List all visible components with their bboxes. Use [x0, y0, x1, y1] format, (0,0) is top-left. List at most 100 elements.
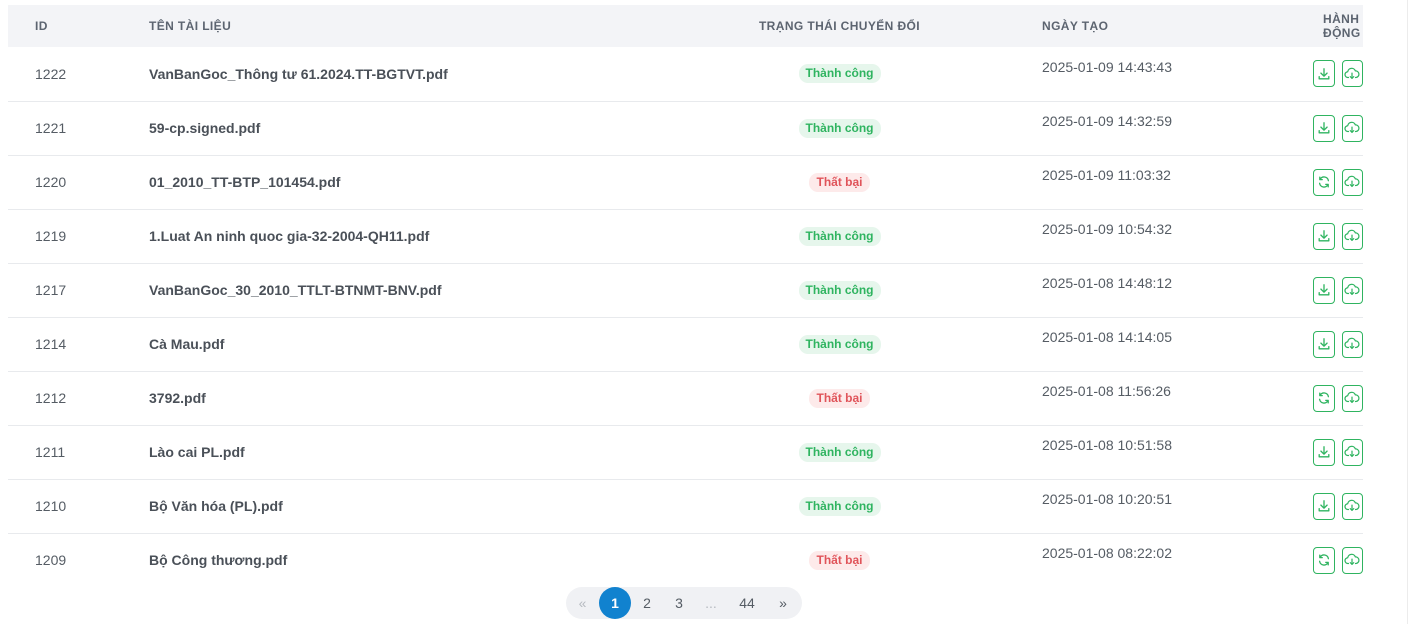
pagination-page-last[interactable]: 44 [739, 595, 755, 611]
status-badge: Thành công [798, 64, 881, 84]
created-date: 2025-01-08 10:51:58 [1042, 437, 1172, 453]
download-button[interactable] [1313, 438, 1335, 466]
document-id: 1220 [35, 174, 67, 190]
action-group [1313, 384, 1363, 412]
action-group [1313, 438, 1363, 466]
cell-date: 2025-01-09 14:43:43 [1042, 47, 1313, 101]
document-name: 59-cp.signed.pdf [149, 120, 261, 136]
download-icon [1317, 283, 1331, 297]
document-table: ID TÊN TÀI LIỆU TRẠNG THÁI CHUYỂN ĐỔI NG… [8, 5, 1363, 587]
download-button[interactable] [1313, 276, 1335, 304]
cell-date: 2025-01-08 11:56:26 [1042, 371, 1313, 425]
retry-button[interactable] [1313, 168, 1335, 196]
document-name: Bộ Văn hóa (PL).pdf [149, 498, 283, 514]
pagination-prev[interactable]: « [578, 595, 587, 611]
table-body: 1222 VanBanGoc_Thông tư 61.2024.TT-BGTVT.… [8, 47, 1363, 587]
download-icon [1317, 121, 1331, 135]
header-status: TRẠNG THÁI CHUYỂN ĐỔI [758, 19, 921, 33]
table-row: 1222 VanBanGoc_Thông tư 61.2024.TT-BGTVT.… [8, 47, 1363, 101]
cloud-download-icon [1344, 229, 1360, 243]
cell-name: 59-cp.signed.pdf [149, 101, 717, 155]
pagination-page-2[interactable]: 2 [643, 595, 651, 611]
cell-status: Thất bại [717, 371, 1042, 425]
download-button[interactable] [1313, 114, 1335, 142]
cell-status: Thành công [717, 47, 1042, 101]
pagination: « 1 2 3 ... 44 » [566, 587, 802, 619]
cell-date: 2025-01-09 11:03:32 [1042, 155, 1313, 209]
cloud-download-button[interactable] [1341, 438, 1363, 466]
cloud-download-icon [1344, 391, 1360, 405]
download-button[interactable] [1313, 492, 1335, 520]
cloud-download-button[interactable] [1341, 330, 1363, 358]
cloud-download-icon [1344, 499, 1360, 513]
cloud-download-button[interactable] [1341, 114, 1363, 142]
retry-button[interactable] [1313, 384, 1335, 412]
created-date: 2025-01-08 10:20:51 [1042, 491, 1172, 507]
pagination-page-1[interactable]: 1 [599, 587, 631, 619]
cloud-download-icon [1344, 553, 1360, 567]
cell-date: 2025-01-08 10:20:51 [1042, 479, 1313, 533]
created-date: 2025-01-09 14:43:43 [1042, 58, 1172, 75]
retry-button[interactable] [1313, 546, 1335, 574]
cell-id: 1221 [8, 101, 149, 155]
cloud-download-icon [1344, 175, 1360, 189]
document-id: 1210 [35, 498, 67, 514]
cell-date: 2025-01-08 08:22:02 [1042, 533, 1313, 587]
cell-name: Bộ Công thương.pdf [149, 533, 717, 587]
cell-id: 1217 [8, 263, 149, 317]
cell-actions [1313, 371, 1363, 425]
cell-id: 1214 [8, 317, 149, 371]
cell-name: Bộ Văn hóa (PL).pdf [149, 479, 717, 533]
action-group [1313, 114, 1363, 142]
cell-status: Thành công [717, 479, 1042, 533]
status-badge: Thành công [798, 280, 881, 300]
cloud-download-button[interactable] [1341, 60, 1363, 88]
table-header-row: ID TÊN TÀI LIỆU TRẠNG THÁI CHUYỂN ĐỔI NG… [8, 5, 1363, 47]
download-button[interactable] [1313, 222, 1335, 250]
created-date: 2025-01-08 14:14:05 [1042, 329, 1172, 345]
created-date: 2025-01-08 08:22:02 [1042, 545, 1172, 562]
document-id: 1214 [35, 336, 67, 352]
cloud-download-icon [1344, 337, 1360, 351]
cloud-download-button[interactable] [1341, 222, 1363, 250]
download-button[interactable] [1313, 330, 1335, 358]
created-date: 2025-01-08 14:48:12 [1042, 275, 1172, 291]
retry-icon [1317, 391, 1331, 405]
pagination-ellipsis: ... [705, 595, 717, 611]
document-id: 1222 [35, 65, 67, 82]
cloud-download-icon [1344, 121, 1360, 135]
created-date: 2025-01-08 11:56:26 [1042, 383, 1171, 399]
cell-id: 1222 [8, 47, 149, 101]
cell-status: Thành công [717, 101, 1042, 155]
download-button[interactable] [1313, 60, 1335, 88]
cell-date: 2025-01-09 10:54:32 [1042, 209, 1313, 263]
download-icon [1317, 499, 1331, 513]
cell-actions [1313, 263, 1363, 317]
document-id: 1209 [35, 552, 67, 569]
cloud-download-button[interactable] [1341, 276, 1363, 304]
cloud-download-button[interactable] [1341, 384, 1363, 412]
cell-id: 1211 [8, 425, 149, 479]
action-group [1313, 330, 1363, 358]
cell-id: 1220 [8, 155, 149, 209]
retry-icon [1317, 175, 1331, 189]
table-row: 1209 Bộ Công thương.pdf Thất bại 2025-01-08… [8, 533, 1363, 587]
action-group [1313, 276, 1363, 304]
cell-date: 2025-01-08 10:51:58 [1042, 425, 1313, 479]
pagination-next[interactable]: » [779, 595, 787, 611]
action-group [1313, 492, 1363, 520]
cloud-download-button[interactable] [1341, 168, 1363, 196]
cell-actions [1313, 47, 1363, 101]
cell-actions [1313, 425, 1363, 479]
status-badge: Thành công [798, 496, 881, 516]
pagination-page-3[interactable]: 3 [675, 595, 683, 611]
table-row: 1220 01_2010_TT-BTP_101454.pdf Thất bại 202… [8, 155, 1363, 209]
status-badge: Thất bại [809, 172, 870, 192]
cloud-download-button[interactable] [1341, 546, 1363, 574]
cell-id: 1212 [8, 371, 149, 425]
document-id: 1219 [35, 228, 67, 244]
cloud-download-button[interactable] [1341, 492, 1363, 520]
cell-name: 01_2010_TT-BTP_101454.pdf [149, 155, 717, 209]
document-name: 1.Luat An ninh quoc gia-32-2004-QH11.pdf [149, 228, 430, 244]
